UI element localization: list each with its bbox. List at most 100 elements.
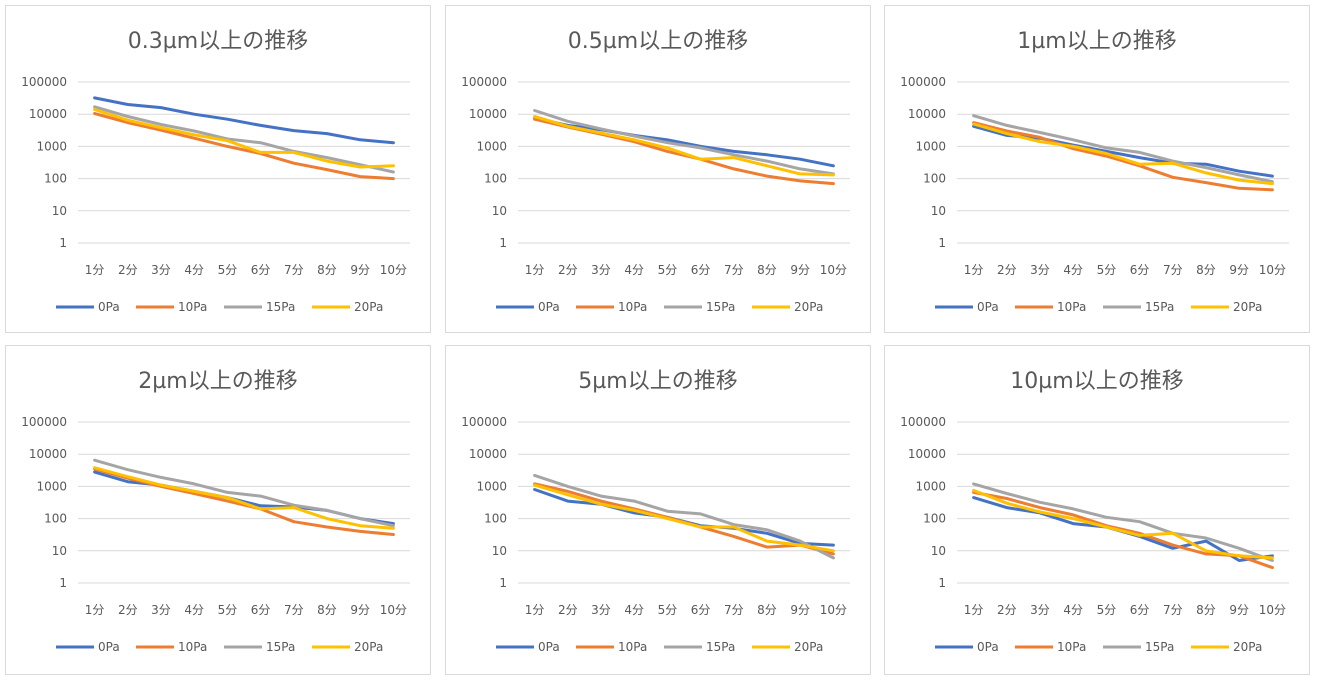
chart-svg: 0.5µm以上の推移 1 10 100 1000 10000 100000 1分 2分 3分 4分 5…	[461, 29, 850, 314]
chart-panel-2um: 2µm以上の推移 1 10 100 1000 10000 100000 1分 2分 3分 4分 5分 6…	[5, 345, 431, 675]
legend-label: 10Pa	[1057, 640, 1086, 654]
legend-label: 10Pa	[178, 300, 207, 314]
y-tick-label: 1000	[476, 479, 507, 493]
series-line-0Pa	[93, 96, 395, 145]
legend-label: 10Pa	[178, 640, 207, 654]
x-tick-label: 1分	[964, 263, 984, 277]
y-tick-label: 1000	[36, 479, 67, 493]
x-tick-label: 2分	[118, 603, 138, 617]
legend-label: 15Pa	[706, 300, 735, 314]
legend-label: 15Pa	[266, 300, 295, 314]
x-tick-label: 5分	[658, 603, 678, 617]
x-tick-label: 8分	[1196, 603, 1216, 617]
series-line-10Pa	[93, 112, 395, 181]
x-tick-label: 7分	[1163, 263, 1183, 277]
x-tick-label: 10分	[380, 603, 407, 617]
y-tick-label: 100	[923, 512, 946, 526]
x-tick-label: 2分	[558, 603, 578, 617]
x-tick-label: 6分	[691, 263, 711, 277]
y-tick-label: 1000	[36, 139, 67, 153]
legend-label: 20Pa	[794, 300, 823, 314]
y-tick-label: 1000	[915, 479, 946, 493]
chart-title: 10µm以上の推移	[1010, 369, 1183, 394]
series-line-20Pa	[93, 466, 395, 530]
y-tick-label: 10000	[29, 447, 67, 461]
y-tick-label: 10	[931, 204, 946, 218]
legend-label: 20Pa	[354, 300, 383, 314]
x-tick-label: 9分	[1229, 603, 1249, 617]
y-tick-label: 10	[52, 544, 67, 558]
chart-panel-1um: 1µm以上の推移 1 10 100 1000 10000 100000 1分 2分 3分 4分 5分 6…	[884, 5, 1310, 333]
legend-label: 15Pa	[1145, 640, 1174, 654]
x-tick-label: 3分	[151, 263, 171, 277]
x-tick-label: 6分	[691, 603, 711, 617]
x-tick-label: 3分	[591, 263, 611, 277]
x-tick-label: 8分	[317, 263, 337, 277]
x-tick-label: 5分	[1097, 603, 1117, 617]
y-tick-label: 100000	[21, 75, 67, 89]
x-tick-label: 9分	[790, 263, 810, 277]
x-tick-label: 7分	[284, 603, 304, 617]
y-tick-label: 10000	[908, 107, 946, 121]
legend-label: 0Pa	[98, 640, 120, 654]
y-tick-label: 10000	[29, 107, 67, 121]
y-tick-label: 1	[499, 236, 507, 250]
y-tick-label: 10	[492, 204, 507, 218]
series-line-20Pa	[533, 115, 835, 177]
x-tick-label: 10分	[1259, 263, 1286, 277]
x-tick-label: 7分	[724, 603, 744, 617]
x-tick-label: 4分	[1063, 603, 1083, 617]
series-line-15Pa	[93, 105, 395, 174]
y-tick-label: 100	[44, 172, 67, 186]
x-tick-label: 7分	[284, 263, 304, 277]
y-tick-label: 1	[59, 576, 67, 590]
y-tick-label: 10000	[908, 447, 946, 461]
chart-panel-5um: 5µm以上の推移 1 10 100 1000 10000 100000 1分 2分 3分 4分 5分 6…	[445, 345, 871, 675]
x-tick-label: 5分	[218, 263, 238, 277]
x-tick-label: 10分	[820, 263, 847, 277]
x-tick-label: 7分	[724, 263, 744, 277]
x-tick-label: 6分	[1130, 603, 1150, 617]
x-tick-label: 2分	[997, 603, 1017, 617]
series-line-20Pa	[533, 483, 835, 553]
y-tick-label: 100000	[21, 415, 67, 429]
y-tick-label: 100000	[461, 415, 507, 429]
series-line-20Pa	[972, 488, 1274, 560]
chart-title: 0.5µm以上の推移	[568, 29, 748, 54]
legend-label: 20Pa	[354, 640, 383, 654]
x-tick-label: 8分	[757, 263, 777, 277]
x-tick-label: 9分	[790, 603, 810, 617]
legend-label: 15Pa	[1145, 300, 1174, 314]
x-tick-label: 9分	[350, 263, 370, 277]
chart-svg: 0.3µm以上の推移 1 10 100 1000 10000 100000 1分 2分 3分 4分 5…	[21, 29, 410, 314]
chart-title: 2µm以上の推移	[138, 369, 297, 394]
y-tick-label: 1	[499, 576, 507, 590]
y-tick-label: 100000	[900, 415, 946, 429]
chart-panel-10um: 10µm以上の推移 1 10 100 1000 10000 100000 1分 2分 3分 4分 5分…	[884, 345, 1310, 675]
x-tick-label: 2分	[118, 263, 138, 277]
legend-label: 20Pa	[1233, 300, 1262, 314]
x-tick-label: 6分	[1130, 263, 1150, 277]
x-tick-label: 8分	[1196, 263, 1216, 277]
x-tick-label: 1分	[85, 263, 105, 277]
y-tick-label: 10	[52, 204, 67, 218]
y-tick-label: 100	[484, 172, 507, 186]
x-tick-label: 3分	[151, 603, 171, 617]
chart-svg: 5µm以上の推移 1 10 100 1000 10000 100000 1分 2分 3分 4分 5分 6…	[461, 369, 850, 654]
legend-label: 20Pa	[794, 640, 823, 654]
series-line-15Pa	[972, 114, 1274, 184]
x-tick-label: 8分	[317, 603, 337, 617]
y-tick-label: 10000	[469, 447, 507, 461]
y-tick-label: 10000	[469, 107, 507, 121]
x-tick-label: 10分	[380, 263, 407, 277]
chart-title: 5µm以上の推移	[578, 369, 737, 394]
x-tick-label: 9分	[350, 603, 370, 617]
legend-label: 10Pa	[618, 300, 647, 314]
legend-label: 20Pa	[1233, 640, 1262, 654]
series-line-10Pa	[972, 490, 1274, 570]
x-tick-label: 3分	[591, 603, 611, 617]
x-tick-label: 2分	[558, 263, 578, 277]
y-tick-label: 100000	[461, 75, 507, 89]
y-tick-label: 10	[931, 544, 946, 558]
y-tick-label: 1000	[476, 139, 507, 153]
